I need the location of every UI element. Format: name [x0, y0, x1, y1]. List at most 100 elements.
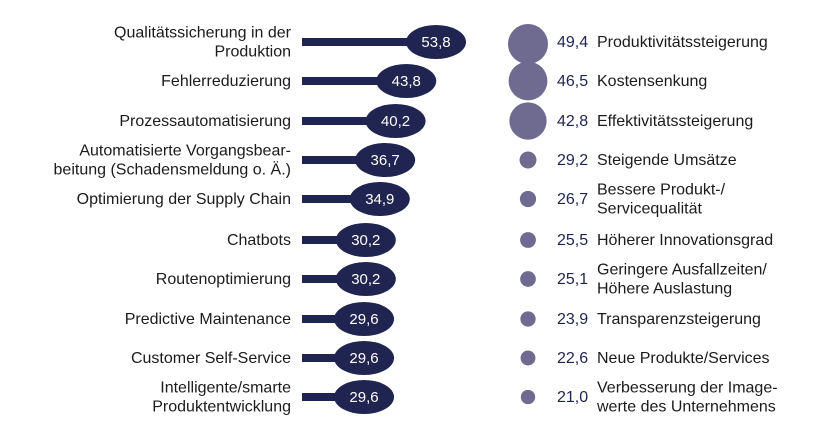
bubble-row: 49,4 Produktivitätssteigerung: [508, 24, 768, 64]
bar: [302, 38, 436, 46]
bubble-row: 29,2 Steigende Umsätze: [519, 151, 737, 169]
bubble-value-label: 22,6: [557, 350, 588, 367]
bar-value-bubble: [334, 341, 395, 375]
bar-category-label: Automatisierte Vorgangsbear-beitung (Sch…: [54, 143, 291, 179]
bar-value-label: 36,7: [371, 152, 400, 169]
bar-row: Automatisierte Vorgangsbear-beitung (Sch…: [54, 143, 416, 179]
bubble-value-label: 25,1: [557, 271, 588, 288]
bar: [302, 393, 365, 401]
bar: [302, 77, 407, 85]
bubble: [519, 151, 537, 169]
bubble-category-label-line: Höherer Innovationsgrad: [597, 232, 773, 249]
bubble-category-label-line: Höhere Auslastung: [597, 281, 732, 298]
bar-category-label-line: Customer Self-Service: [131, 350, 291, 367]
bar-category-label: Optimierung der Supply Chain: [77, 191, 291, 208]
bubble-category-label: Verbesserung der Image-werte des Unterne…: [596, 380, 778, 416]
bar-category-label: Intelligente/smarte Produktentwicklung: [152, 380, 291, 416]
bar-category-label-line: Qualitätssicherung in der: [114, 25, 292, 42]
bubble-row: 21,0 Verbesserung der Image-werte des Unt…: [520, 380, 778, 416]
bar-row: Chatbots 30,2: [227, 223, 396, 257]
bar-value-bubble: [335, 262, 396, 296]
bubble: [520, 311, 536, 327]
bar-value-label: 34,9: [365, 191, 394, 208]
bar-value-label: 29,6: [349, 311, 378, 328]
bar-category-label-line: Optimierung der Supply Chain: [77, 191, 291, 208]
bubble-category-label: Geringere Ausfallzeiten/Höhere Auslastun…: [597, 262, 767, 298]
bubble: [508, 24, 548, 64]
bar-value-bubble: [334, 302, 395, 336]
bubble-category-label-line: Kostensenkung: [597, 73, 707, 90]
bar-value-bubble: [406, 25, 466, 59]
bubble-row: 46,5 Kostensenkung: [508, 61, 707, 101]
bubble-category-label: Steigende Umsätze: [597, 152, 737, 169]
bubble-value-label: 29,2: [557, 152, 588, 169]
bubble-value-label: 49,4: [557, 34, 588, 51]
bar: [302, 315, 365, 323]
bar-value-bubble: [349, 182, 410, 216]
bar-row: Routenoptimierung 30,2: [156, 262, 396, 296]
bubble-category-label-line: Verbesserung der Image-: [597, 380, 778, 397]
bubble: [508, 61, 548, 101]
bubble-category-label: Effektivitätssteigerung: [597, 113, 753, 130]
bar: [302, 236, 366, 244]
bubble-category-label-line: Geringere Ausfallzeiten/: [597, 262, 767, 279]
bar-category-label-line: Produktentwicklung: [152, 399, 291, 416]
bubble-value-label: 23,9: [557, 311, 588, 328]
bubble-value-label: 26,7: [557, 191, 588, 208]
bar-category-label: Prozessautomatisierung: [119, 113, 291, 130]
bubble-category-label-line: Steigende Umsätze: [597, 152, 737, 169]
bubble-row: 25,5 Höherer Innovationsgrad: [520, 232, 773, 249]
bubble: [519, 190, 537, 208]
bar-category-label-line: Automatisierte Vorgangsbear-: [79, 143, 291, 160]
bar-category-label: Routenoptimierung: [156, 271, 291, 288]
bar-category-label-line: Intelligente/smarte: [160, 380, 291, 397]
bar-category-label: Predictive Maintenance: [125, 311, 291, 328]
bubble-category-label-line: Neue Produkte/Services: [597, 350, 770, 367]
bar-value-label: 43,8: [392, 73, 421, 90]
bar-category-label-line: Produktion: [215, 44, 292, 61]
bar-value-label: 29,6: [349, 389, 378, 406]
bubble-category-label: Transparenzsteigerung: [597, 311, 761, 328]
bubble-row: 26,7 Bessere Produkt-/ Servicequalität: [519, 182, 726, 218]
bar-category-label: Fehlerreduzierung: [161, 73, 291, 90]
bar-row: Intelligente/smarte Produktentwicklung 29,…: [152, 380, 395, 416]
bar-value-label: 53,8: [421, 34, 450, 51]
bubble: [520, 232, 536, 248]
bubble: [520, 271, 536, 287]
bar-category-label-line: Fehlerreduzierung: [161, 73, 291, 90]
bar-row: Fehlerreduzierung 43,8: [161, 64, 437, 98]
bubble-category-label: Kostensenkung: [597, 73, 707, 90]
bar-value-label: 40,2: [381, 113, 410, 130]
bar-value-label: 30,2: [351, 271, 380, 288]
bar-value-bubble: [365, 104, 426, 138]
bubble-category-label-line: Bessere Produkt-/: [597, 182, 726, 199]
bar-category-label: Chatbots: [227, 232, 291, 249]
bar-category-label-line: Routenoptimierung: [156, 271, 291, 288]
bubble-category-label-line: Servicequalität: [597, 201, 703, 218]
bubble-category-label-line: Transparenzsteigerung: [597, 311, 761, 328]
bubble-category-label: Neue Produkte/Services: [597, 350, 770, 367]
bubble-row: 22,6 Neue Produkte/Services: [520, 350, 770, 367]
bubble-value-label: 46,5: [557, 73, 588, 90]
bar-value-label: 29,6: [349, 350, 378, 367]
bar-category-label: Customer Self-Service: [131, 350, 291, 367]
bubble-category-label: Bessere Produkt-/ Servicequalität: [597, 182, 726, 218]
bubble-value-label: 25,5: [557, 232, 588, 249]
bar-row: Qualitätssicherung in der Produktion 53,8: [114, 25, 466, 61]
bubble-category-label-line: Effektivitätssteigerung: [597, 113, 753, 130]
bubble-category-label: Höherer Innovationsgrad: [597, 232, 773, 249]
bubble: [520, 389, 536, 405]
bar: [302, 117, 396, 125]
bubble-category-label-line: werte des Unternehmens: [596, 399, 776, 416]
bar-row: Prozessautomatisierung 40,2: [119, 104, 426, 138]
bubble-row: 25,1 Geringere Ausfallzeiten/Höhere Ausla…: [520, 262, 767, 298]
bar-value-bubble: [335, 223, 396, 257]
bar: [302, 275, 366, 283]
bar-value-label: 30,2: [351, 232, 380, 249]
bar-row: Optimierung der Supply Chain 34,9: [77, 182, 410, 216]
bar-category-label-line: Prozessautomatisierung: [119, 113, 291, 130]
bar-category-label-line: Predictive Maintenance: [125, 311, 291, 328]
bar: [302, 195, 380, 203]
bar-category-label: Qualitätssicherung in der Produktion: [114, 25, 292, 61]
